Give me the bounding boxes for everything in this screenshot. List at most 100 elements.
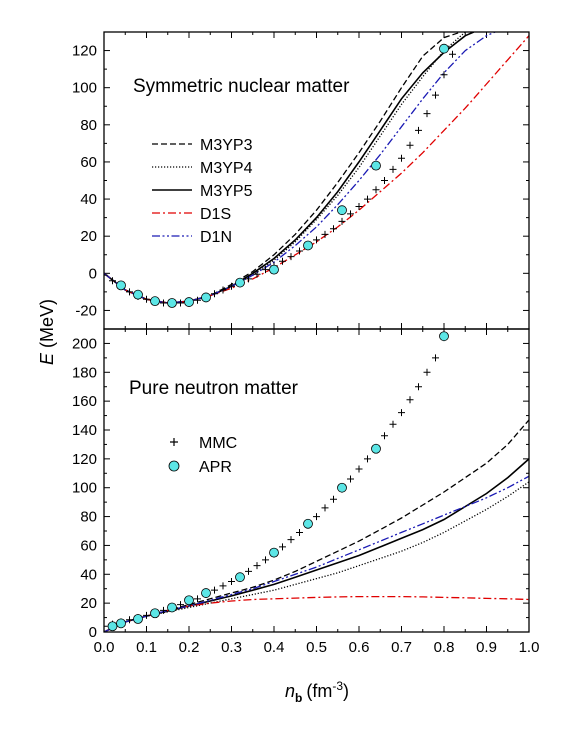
bottom-mmc-point-36 [406, 396, 414, 404]
top-ytick-label-3: 40 [80, 191, 97, 208]
top-apr-point-0 [116, 280, 126, 291]
top-mmc-point-36 [406, 141, 414, 149]
top-apr-point-9 [337, 205, 347, 216]
legend-label-apr: APR [199, 459, 232, 476]
top-mmc-point-37 [415, 126, 422, 134]
bottom-plot-area [104, 331, 529, 632]
bottom-frame [103, 328, 530, 633]
bottom-apr-point-6 [201, 588, 211, 598]
bottom-mmc-point-39 [432, 354, 439, 362]
top-mmc-point-41 [449, 50, 456, 58]
top-ytick-label-6: 100 [72, 80, 97, 97]
top-mmc-point-32 [372, 186, 380, 194]
xtick-label-3: 0.3 [221, 639, 242, 656]
bottom-mmc-point-3 [126, 616, 133, 624]
top-mmc-point-13 [211, 290, 218, 298]
bottom-mmc-point-5 [143, 611, 150, 619]
bottom-mmc-point-0 [104, 622, 108, 630]
bottom-ytick-label-2: 40 [80, 566, 97, 583]
bottom-apr-point-0 [107, 621, 118, 632]
top-series-m3yp5 [104, 32, 475, 304]
bottom-apr-point-1 [116, 618, 126, 629]
legend-label-m3yp4: M3YP4 [200, 160, 253, 177]
bottom-ytick-label-0: 0 [89, 624, 97, 641]
bottom-apr-point-11 [371, 443, 381, 454]
xtick-label-0: 0.0 [94, 639, 115, 656]
top-ytick-label-2: 20 [80, 228, 97, 245]
top-apr-point-11 [439, 43, 449, 54]
bottom-apr-point-5 [184, 595, 194, 606]
legend-label-d1n: D1N [200, 229, 232, 246]
top-mmc-point-9 [177, 299, 184, 307]
xtick-label-5: 0.5 [306, 639, 327, 656]
bottom-ytick-label-3: 60 [80, 537, 97, 554]
top-mmc-point-40 [440, 71, 448, 79]
top-mmc-point-29 [347, 210, 354, 218]
top-mmc-point-35 [398, 154, 405, 162]
top-mmc-point-27 [330, 225, 337, 233]
bottom-mmc-point-30 [355, 465, 363, 473]
top-apr-point-8 [303, 240, 313, 251]
xtick-label-4: 0.4 [264, 639, 285, 656]
legend-label-d1s: D1S [200, 206, 231, 223]
bottom-ytick-label-8: 160 [72, 393, 97, 410]
x-axis-label: nb (fm-3) [285, 679, 349, 705]
top-mmc-point-26 [321, 230, 329, 238]
bottom-apr-point-7 [235, 572, 245, 583]
bottom-ytick-label-9: 180 [72, 364, 97, 381]
bottom-mmc-point-13 [211, 586, 218, 594]
bottom-mmc-point-37 [415, 383, 422, 391]
top-mmc-point-7 [160, 299, 167, 307]
bottom-mmc-point-23 [296, 528, 303, 536]
bottom-mmc-point-34 [389, 420, 397, 428]
bottom-panel: 0 20 40 60 80 100 120 140 160 180 200 Pure neutron … [72, 328, 530, 641]
top-ytick-label-4: 60 [80, 154, 97, 171]
top-mmc-point-3 [126, 288, 133, 296]
bottom-mmc-point-33 [381, 432, 388, 440]
xtick-label-10: 1.0 [519, 639, 540, 656]
top-mmc-point-38 [423, 110, 431, 118]
xtick-label-8: 0.8 [434, 639, 455, 656]
top-apr-point-6 [235, 277, 245, 288]
top-series-d1n [104, 32, 496, 304]
bottom-mmc-point-21 [279, 543, 286, 551]
top-mmc-point-23 [296, 247, 303, 255]
bottom-ytick-label-5: 100 [72, 480, 97, 497]
top-mmc-point-33 [381, 177, 388, 184]
legend-label-m3yp3: M3YP3 [200, 137, 253, 154]
top-mmc-point-25 [313, 236, 320, 244]
top-mmc-point-18 [253, 270, 261, 278]
top-mmc-point-28 [338, 217, 346, 225]
top-mmc-point-21 [279, 257, 286, 265]
axes-labels: 0.0 0.1 0.2 0.3 0.4 0.5 0.6 0.7 0.8 0.9 1.0 nb (fm-3… [37, 299, 539, 705]
bottom-apr-point-8 [269, 547, 279, 558]
bottom-ytick-label-10: 200 [72, 335, 97, 352]
top-mmc-point-0 [104, 271, 108, 279]
y-axis-label: E (MeV) [37, 299, 57, 365]
top-ytick-label-5: 80 [80, 117, 97, 134]
bottom-mmc-point-19 [262, 556, 269, 564]
top-series-m3yp4 [104, 32, 466, 304]
top-mmc-point-14 [219, 286, 227, 294]
top-apr-point-10 [371, 160, 381, 171]
top-mmc-point-22 [287, 253, 295, 261]
top-apr-point-3 [167, 298, 177, 308]
bottom-mmc-point-25 [313, 513, 320, 521]
top-apr-point-5 [201, 292, 211, 303]
bottom-annotation: Pure neutron matter [129, 378, 299, 399]
bottom-ytick-label-7: 140 [72, 422, 97, 439]
bottom-ytick-label-4: 80 [80, 509, 97, 526]
top-ytick-label-7: 120 [72, 43, 97, 60]
bottom-apr-point-12 [439, 331, 449, 342]
bottom-series-m3yp4 [104, 481, 529, 632]
top-apr-point-4 [184, 297, 194, 307]
bottom-apr-point-9 [303, 518, 313, 529]
bottom-mmc-point-14 [219, 582, 227, 590]
top-ytick-label-0: -20 [75, 302, 97, 319]
bottom-mmc-point-27 [330, 495, 337, 503]
bottom-apr-point-2 [133, 614, 143, 624]
top-mmc-point-15 [228, 282, 235, 290]
top-mmc-point-30 [355, 202, 363, 210]
xtick-label-6: 0.6 [349, 639, 370, 656]
